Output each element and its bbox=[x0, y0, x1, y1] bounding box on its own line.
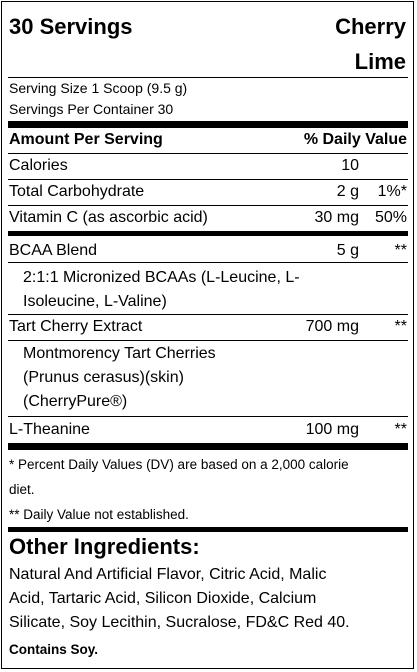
divider-thick bbox=[8, 527, 408, 532]
row-carbs-name: Total Carbohydrate bbox=[9, 183, 145, 200]
divider-thin bbox=[8, 205, 408, 206]
ingredients-line-2: Acid, Tartaric Acid, Silicon Dioxide, Ca… bbox=[9, 590, 317, 607]
row-carbs-amount: 2 g bbox=[336, 183, 359, 200]
divider-thin bbox=[8, 262, 408, 263]
bcaa-detail-line-1: 2:1:1 Micronized BCAAs (L-Leucine, L- bbox=[23, 269, 300, 286]
row-bcaa-dv: ** bbox=[394, 242, 407, 259]
row-bcaa-amount: 5 g bbox=[336, 242, 359, 259]
footnote-dv-line-2: diet. bbox=[9, 482, 35, 497]
divider-thin bbox=[8, 153, 408, 154]
divider-thick bbox=[8, 443, 408, 450]
row-theanine-amount: 100 mg bbox=[305, 421, 359, 438]
other-ingredients-heading: Other Ingredients: bbox=[9, 534, 200, 559]
tart-detail-line-2: (Prunus cerasus)(skin) bbox=[23, 369, 184, 386]
row-tart-cherry-dv: ** bbox=[394, 318, 407, 335]
ingredients-line-1: Natural And Artificial Flavor, Citric Ac… bbox=[9, 566, 327, 583]
row-theanine-name: L-Theanine bbox=[9, 421, 90, 438]
divider-thin bbox=[8, 77, 408, 78]
divider-thick bbox=[8, 121, 408, 128]
ingredients-line-3: Silicate, Soy Lecithin, Sucralose, FD&C … bbox=[9, 614, 350, 631]
daily-value-header: % Daily Value bbox=[303, 131, 407, 148]
footnote-not-established: ** Daily Value not established. bbox=[9, 507, 189, 522]
bcaa-detail-line-2: Isoleucine, L-Valine) bbox=[23, 293, 167, 310]
footnote-dv-line-1: * Percent Daily Values (DV) are based on… bbox=[9, 457, 349, 472]
divider-medium bbox=[8, 231, 408, 236]
row-vitamin-c-amount: 30 mg bbox=[314, 209, 359, 226]
divider-thin bbox=[8, 314, 408, 315]
serving-size: Serving Size 1 Scoop (9.5 g) bbox=[9, 80, 188, 96]
row-calories-name: Calories bbox=[9, 157, 68, 174]
row-tart-cherry-amount: 700 mg bbox=[305, 318, 359, 335]
row-vitamin-c-name: Vitamin C (as ascorbic acid) bbox=[9, 209, 208, 226]
row-calories-amount: 10 bbox=[341, 157, 359, 174]
divider-thin bbox=[8, 179, 408, 180]
row-theanine-dv: ** bbox=[394, 421, 407, 438]
row-bcaa-name: BCAA Blend bbox=[9, 242, 98, 259]
row-tart-cherry-name: Tart Cherry Extract bbox=[9, 318, 143, 335]
row-vitamin-c-dv: 50% bbox=[374, 209, 407, 226]
flavor-line-2: Lime bbox=[354, 49, 406, 74]
divider-thin bbox=[8, 416, 408, 417]
servings-per-container: Servings Per Container 30 bbox=[9, 101, 174, 117]
tart-detail-line-1: Montmorency Tart Cherries bbox=[23, 345, 216, 362]
divider-thin bbox=[8, 340, 408, 341]
flavor-line-1: Cherry bbox=[335, 14, 406, 39]
amount-per-serving-header: Amount Per Serving bbox=[9, 131, 163, 148]
row-carbs-dv: 1%* bbox=[377, 183, 407, 200]
servings-title: 30 Servings bbox=[9, 14, 133, 39]
tart-detail-line-3: (CherryPure®) bbox=[23, 393, 128, 410]
allergen-statement: Contains Soy. bbox=[9, 642, 99, 657]
